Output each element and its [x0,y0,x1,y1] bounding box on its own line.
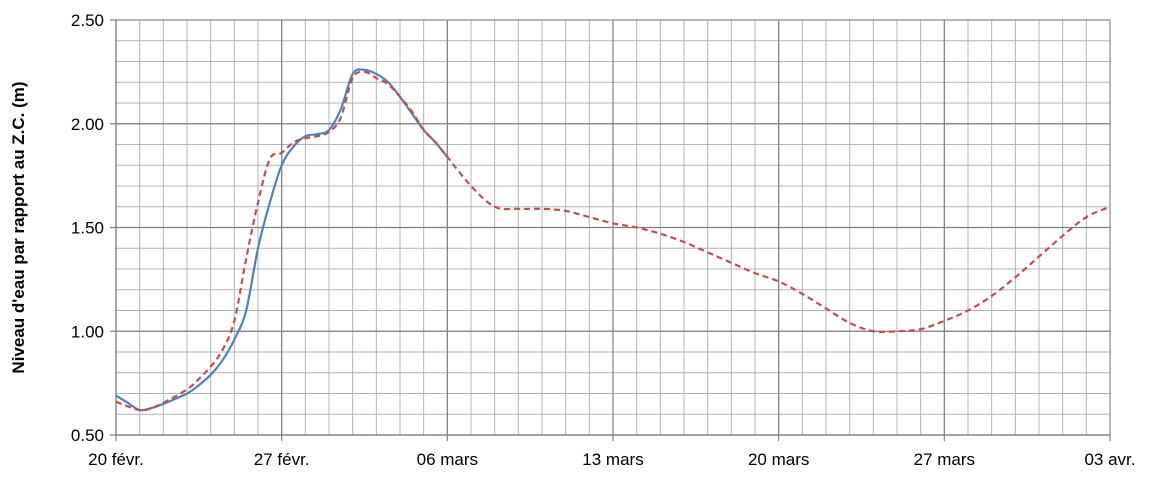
y-tick-label: 1.00 [71,322,104,341]
x-tick-labels: 20 févr. 27 févr. 06 mars 13 mars 20 mars 27 … [88,450,1135,469]
y-tick-labels: 0.50 1.00 1.50 2.00 2.50 [71,11,104,445]
y-tick-label: 1.50 [71,219,104,238]
x-tick-label: 27 févr. [254,450,310,469]
y-tick-label: 0.50 [71,426,104,445]
x-tick-label: 06 mars [417,450,478,469]
y-tick-label: 2.00 [71,115,104,134]
x-tick-label: 13 mars [582,450,643,469]
x-tick-label: 03 avr. [1084,450,1135,469]
x-tick-label: 20 févr. [88,450,144,469]
y-axis-title: Niveau d'eau par rapport au Z.C. (m) [9,81,28,373]
axes [110,19,1111,441]
series-layer [115,68,1111,412]
y-tick-label: 2.50 [71,11,104,30]
x-tick-label: 20 mars [748,450,809,469]
series-line-dashed [115,70,1111,412]
x-tick-label: 27 mars [914,450,975,469]
